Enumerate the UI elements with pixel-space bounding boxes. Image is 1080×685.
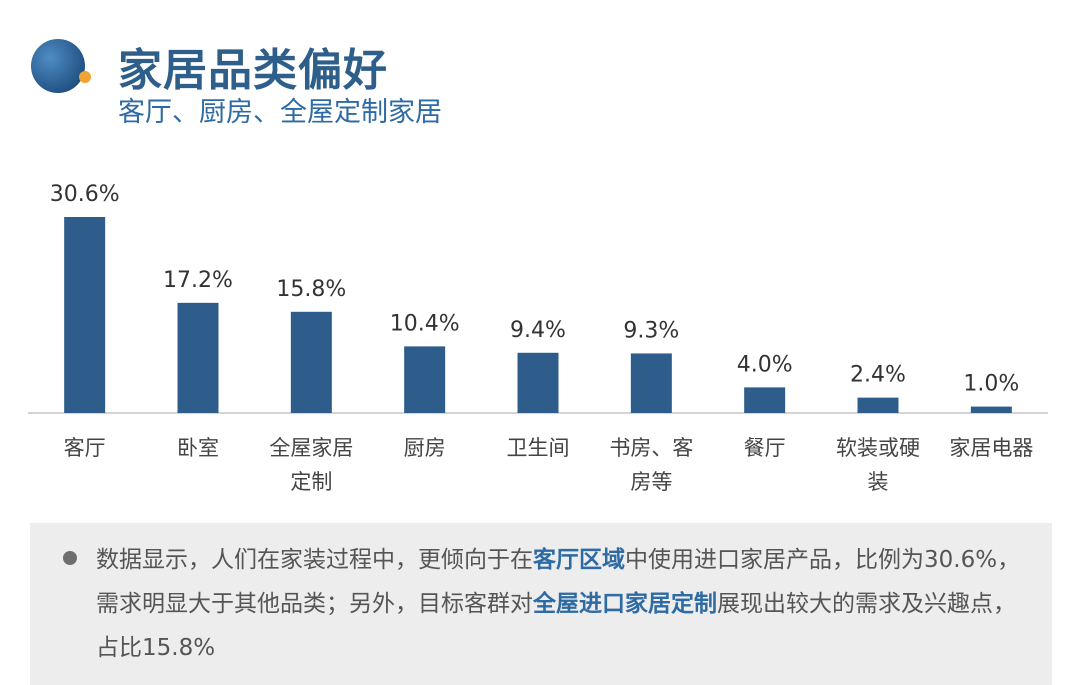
note-highlight: 全屋进口家居定制 — [533, 591, 717, 617]
category-label: 软装或硬 — [836, 436, 920, 460]
category-label: 书房、客 — [609, 436, 693, 460]
bullet-icon — [63, 551, 77, 565]
note-panel — [30, 523, 1052, 685]
category-label: 厨房 — [404, 436, 446, 460]
data-label: 9.4% — [510, 318, 566, 343]
note-highlight: 客厅区域 — [533, 547, 625, 573]
page-subtitle: 客厅、厨房、全屋定制家居 — [118, 97, 442, 128]
category-label: 卫生间 — [507, 436, 570, 460]
category-label: 房等 — [630, 470, 672, 494]
category-label: 全屋家居 — [269, 436, 353, 460]
data-label: 1.0% — [963, 372, 1019, 397]
bar — [970, 406, 1012, 413]
category-label: 装 — [868, 470, 889, 494]
category-label: 家居电器 — [949, 436, 1033, 460]
data-label: 17.2% — [163, 268, 233, 293]
data-label: 10.4% — [390, 311, 460, 336]
note-segment: 中使用进口家居产品，比例为30.6%，需求明显大于其他品类；另外，目标客群对 — [96, 547, 1021, 617]
category-label: 定制 — [290, 470, 332, 494]
logo-icon — [30, 36, 92, 98]
category-label: 卧室 — [177, 436, 219, 460]
data-label: 4.0% — [737, 352, 793, 377]
bar — [290, 311, 332, 413]
bar — [630, 353, 672, 413]
category-label: 餐厅 — [744, 436, 786, 460]
note-segment: 数据显示，人们在家装过程中，更倾向于在 — [96, 547, 533, 573]
data-label: 30.6% — [50, 182, 120, 207]
bar — [177, 302, 219, 413]
bar — [517, 352, 559, 413]
category-label: 客厅 — [64, 436, 106, 460]
data-label: 15.8% — [276, 277, 346, 302]
note-text: 数据显示，人们在家装过程中，更倾向于在客厅区域中使用进口家居产品，比例为30.6… — [96, 538, 1021, 670]
note-segment: 展现出较大的需求及兴趣点，占比15.8% — [96, 591, 1016, 661]
data-label: 2.4% — [850, 363, 906, 388]
bar — [857, 397, 899, 413]
data-label: 9.3% — [623, 318, 679, 343]
bar — [744, 387, 786, 413]
bar — [64, 217, 106, 413]
page-title: 家居品类偏好 — [118, 45, 388, 96]
bar — [404, 346, 446, 413]
